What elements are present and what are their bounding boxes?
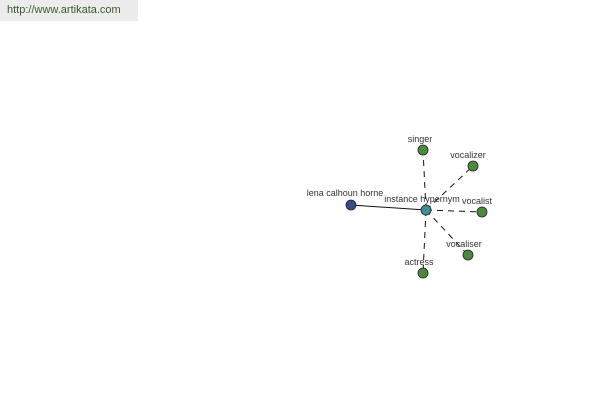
node-center-label: instance hypernym (384, 194, 460, 204)
node-source-label: lena calhoun horne (307, 188, 384, 198)
node-target-label: actress (404, 257, 434, 267)
node-target[interactable]: actress (404, 257, 434, 279)
node-source[interactable]: lena calhoun horne (307, 188, 384, 211)
node-target-label: vocalist (462, 196, 493, 206)
node-source-dot[interactable] (345, 199, 357, 211)
node-target[interactable]: vocaliser (446, 239, 482, 261)
node-target-label: vocaliser (446, 239, 482, 249)
node-target-label: vocalizer (450, 150, 486, 160)
node-target-dot[interactable] (476, 206, 488, 218)
watermark-link[interactable]: http://www.artikata.com (0, 0, 138, 21)
node-target-dot[interactable] (417, 267, 429, 279)
node-target[interactable]: vocalizer (450, 150, 486, 172)
node-target-dot[interactable] (467, 160, 479, 172)
edge-target (425, 209, 483, 213)
node-target-label: singer (408, 134, 433, 144)
node-center-dot[interactable] (420, 204, 432, 216)
node-target[interactable]: vocalist (462, 196, 493, 218)
node-target-dot[interactable] (417, 144, 429, 156)
node-target-dot[interactable] (462, 249, 474, 261)
edge-source (350, 204, 427, 211)
node-target[interactable]: singer (408, 134, 433, 156)
node-center[interactable]: instance hypernym (384, 194, 460, 216)
